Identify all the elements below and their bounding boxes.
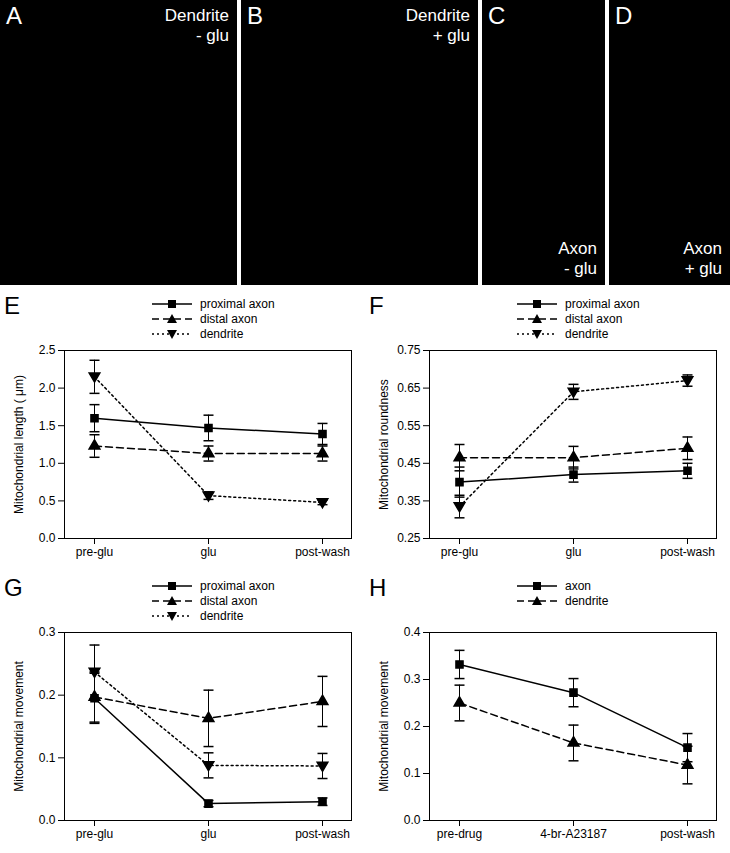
html-text:- glu: - glu	[195, 26, 229, 45]
svg-text:0.0: 0.0	[404, 813, 421, 827]
svg-text:post-wash: post-wash	[660, 545, 715, 559]
svg-text:Mitochondrial roundness: Mitochondrial roundness	[377, 379, 391, 510]
svg-text:0.55: 0.55	[397, 419, 421, 433]
svg-text:0.45: 0.45	[397, 456, 421, 470]
html-text:Dendrite: Dendrite	[164, 6, 229, 25]
html-text:dendrite: dendrite	[200, 326, 244, 341]
svg-text:0.1: 0.1	[404, 766, 421, 780]
svg-text:Mitochondrial length ( μm): Mitochondrial length ( μm)	[12, 375, 26, 514]
html-text:+ glu: + glu	[684, 259, 722, 278]
html-text:Axon: Axon	[683, 239, 722, 258]
svg-text:0.4: 0.4	[404, 625, 421, 639]
svg-text:pre-glu: pre-glu	[76, 545, 113, 559]
html-text:proximal axon: proximal axon	[200, 296, 275, 311]
svg-text:0.1: 0.1	[39, 751, 56, 765]
svg-text:post-wash: post-wash	[295, 827, 350, 841]
svg-text:4-br-A23187: 4-br-A23187	[540, 827, 607, 841]
html-text:H: H	[369, 574, 387, 601]
html-text:dendrite: dendrite	[565, 326, 609, 341]
svg-text:pre-glu: pre-glu	[441, 545, 478, 559]
svg-text:2.0: 2.0	[39, 381, 56, 395]
svg-text:post-wash: post-wash	[295, 545, 350, 559]
svg-text:0.2: 0.2	[39, 688, 56, 702]
html-text:B: B	[247, 2, 263, 29]
svg-text:0.3: 0.3	[404, 672, 421, 686]
svg-text:0.35: 0.35	[397, 494, 421, 508]
html-text:D: D	[615, 2, 633, 29]
svg-text:pre-drug: pre-drug	[437, 827, 482, 841]
svg-text:post-wash: post-wash	[660, 827, 715, 841]
svg-text:0.0: 0.0	[39, 531, 56, 545]
html-text:proximal axon: proximal axon	[565, 296, 640, 311]
html-text:distal axon: distal axon	[200, 593, 258, 608]
html-text:G: G	[4, 574, 23, 601]
svg-text:Mitochondrial movement: Mitochondrial movement	[12, 660, 26, 791]
svg-text:glu: glu	[200, 545, 216, 559]
html-text:A: A	[6, 2, 22, 29]
svg-text:0.75: 0.75	[397, 343, 421, 357]
html-text:axon: axon	[565, 578, 591, 593]
html-text:C: C	[488, 2, 506, 29]
svg-text:0.2: 0.2	[404, 719, 421, 733]
html-text:dendrite: dendrite	[200, 608, 244, 623]
html-text:proximal axon: proximal axon	[200, 578, 275, 593]
svg-text:0.0: 0.0	[39, 813, 56, 827]
html-text:+ glu: + glu	[432, 26, 470, 45]
html-text:F: F	[369, 292, 384, 319]
svg-text:0.3: 0.3	[39, 625, 56, 639]
html-text:dendrite: dendrite	[565, 593, 609, 608]
svg-text:0.5: 0.5	[39, 494, 56, 508]
html-text:E: E	[4, 292, 20, 319]
svg-text:1.5: 1.5	[39, 419, 56, 433]
html-text:- glu: - glu	[563, 259, 597, 278]
svg-text:glu: glu	[200, 827, 216, 841]
svg-text:1.0: 1.0	[39, 456, 56, 470]
svg-text:Mitochondrial movement: Mitochondrial movement	[377, 660, 391, 791]
html-text:distal axon: distal axon	[565, 311, 623, 326]
svg-text:glu: glu	[565, 545, 581, 559]
html-text:distal axon: distal axon	[200, 311, 258, 326]
svg-text:pre-glu: pre-glu	[76, 827, 113, 841]
html-text:Dendrite: Dendrite	[405, 6, 470, 25]
svg-text:0.65: 0.65	[397, 381, 421, 395]
html-text:Axon: Axon	[558, 239, 597, 258]
svg-text:0.25: 0.25	[397, 531, 421, 545]
svg-text:2.5: 2.5	[39, 343, 56, 357]
